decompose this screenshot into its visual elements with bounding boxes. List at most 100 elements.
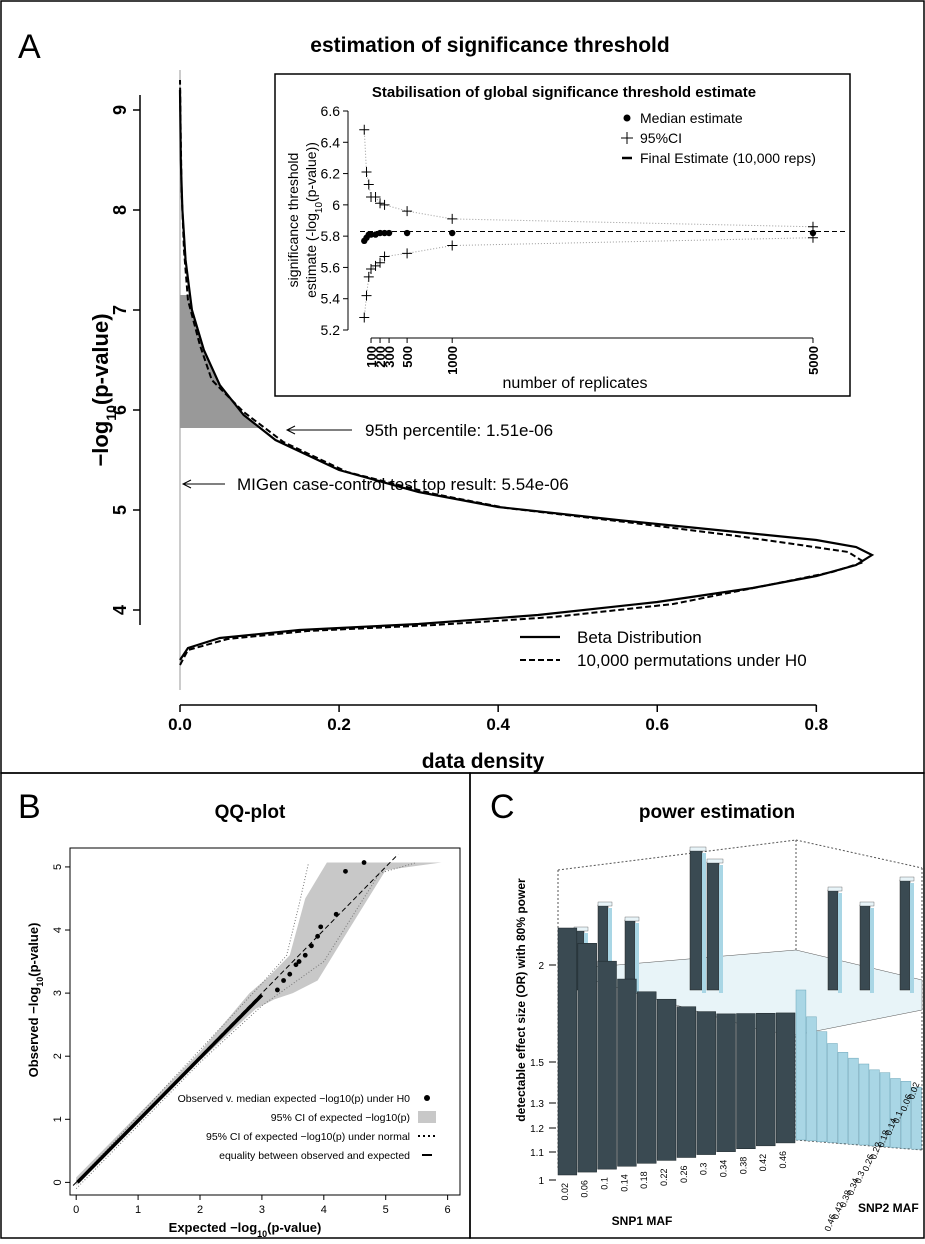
a-series-beta <box>178 89 875 661</box>
a-x-tick-label: 0.0 <box>168 715 192 734</box>
inset-ci-point <box>370 192 381 203</box>
b-y-tick-label: 5 <box>52 864 64 870</box>
a-annotation-2: MIGen case-control test top result: 5.54… <box>237 475 569 494</box>
panel-a-ylabel-tail: (p-value) <box>88 313 113 405</box>
b-y-tick-label: 0 <box>52 1179 64 1185</box>
c-peak-bar-side <box>870 908 874 993</box>
inset-x-tick-label: 200 <box>373 346 388 368</box>
inset-ci-point <box>375 257 386 268</box>
inset-border <box>274 73 851 397</box>
panel-b-ylabel-sub: 10 <box>35 977 45 987</box>
b-observed-point <box>309 943 314 949</box>
panel-b-ylabel-main: Observed −log <box>26 987 41 1078</box>
c-side-bar <box>879 1072 891 1147</box>
inset-ci-point <box>361 167 372 178</box>
panel-b-ylabel: Observed −log10(p-value) <box>26 923 45 1078</box>
b-legend-label-normal: 95% CI of expected −log10(p) under norma… <box>206 1131 410 1143</box>
c-z-tick-label: 1.2 <box>530 1124 544 1135</box>
panel-c-letter: C <box>490 788 515 826</box>
c-side-bar <box>869 1069 880 1147</box>
c-peak-bar-top <box>689 846 707 852</box>
c-x-tick-label: 0.02 <box>560 1183 570 1201</box>
c-side-bar <box>806 1016 817 1142</box>
c-x-tick-label: 0.1 <box>600 1177 610 1190</box>
a-annot-arrowhead-1 <box>285 425 296 435</box>
c-x-tick-label: 0.06 <box>580 1180 590 1198</box>
panel-c-title: power estimation <box>639 802 795 823</box>
c-peak-bar <box>859 904 871 991</box>
b-observed-point <box>281 978 286 983</box>
b-observed-point <box>315 933 321 939</box>
c-side-bar <box>911 1086 922 1150</box>
c-peak-bar-top <box>827 886 843 892</box>
inset-ci-point <box>402 248 413 259</box>
b-x-tick-label: 5 <box>383 1204 389 1216</box>
b-observed-dense <box>76 993 264 1184</box>
panel-b-letter: B <box>18 788 41 826</box>
c-front-bar <box>716 1013 736 1152</box>
b-observed-point <box>296 959 302 964</box>
c-z-tick-label: 1 <box>538 1176 544 1187</box>
inset-ci-point <box>379 251 390 262</box>
b-y-tick-label: 1 <box>52 1116 64 1122</box>
a-x-tick-label: 0.4 <box>486 715 510 734</box>
inset-median-point <box>376 229 384 237</box>
panel-b-title: QQ-plot <box>215 802 286 823</box>
c-x-tick-label: 0.34 <box>719 1160 729 1178</box>
inset-median-point <box>809 229 817 237</box>
c-y-tick-label: 0.26 <box>860 1153 875 1173</box>
inset-ci-point <box>363 179 374 190</box>
inset-ci-lower-line <box>363 237 813 318</box>
c-side-bar <box>837 1052 849 1144</box>
panel-b-xlabel: Expected −log10(p-value) <box>169 1220 322 1239</box>
c-x-tick-label: 0.26 <box>679 1166 689 1184</box>
panel-a-ylabel: −log10(p-value) <box>88 313 119 466</box>
c-front-bar <box>756 1012 776 1147</box>
c-y-tick-label: 0.1 <box>891 1110 905 1125</box>
a-y-tick-label: 8 <box>110 205 130 215</box>
c-front-bar <box>736 1013 756 1149</box>
b-normal-ci-lower <box>75 862 417 1190</box>
panel-b-border <box>0 772 471 1239</box>
c-front-bar <box>597 960 617 1170</box>
b-x-tick-label: 6 <box>445 1204 451 1216</box>
b-y-tick-label: 2 <box>52 1053 64 1059</box>
inset-y-tick-label: 6.4 <box>321 134 341 150</box>
inset-ylabel-line2: estimate (-log10(p-value)) <box>303 142 325 298</box>
c-front-bar <box>696 1011 716 1155</box>
b-x-tick-label: 1 <box>135 1204 141 1216</box>
b-x-tick-label: 3 <box>259 1204 265 1216</box>
panel-c-plot: 1 1.1 1.2 1.3 1.5 2 0.02 0.06 0.1 0.14 0.18 0.22 0.2… <box>530 839 923 1233</box>
inset-median-point <box>367 231 375 238</box>
inset-x-tick-label: 500 <box>400 346 415 368</box>
inset-x-tick-label: 1000 <box>445 346 460 375</box>
b-legend-label-observed: Observed v. median expected −log10(p) un… <box>178 1093 411 1105</box>
b-y-tick-label: 4 <box>52 927 64 933</box>
panel-a-ylabel-main: −log <box>88 421 113 467</box>
c-z-tick-label: 1.1 <box>530 1148 544 1159</box>
inset-y-tick-label: 6 <box>332 197 340 213</box>
panel-b-xlabel-main: Expected −log <box>169 1220 258 1235</box>
c-x-tick-label: 0.3 <box>699 1163 709 1176</box>
b-legend-swatch-ci <box>418 1111 436 1123</box>
c-x-tick-label: 0.38 <box>738 1157 748 1175</box>
c-peak-bar-side <box>719 865 723 993</box>
c-z-tick-label: 2 <box>538 961 544 972</box>
c-peak-bar <box>706 861 720 991</box>
panel-a-xlabel: data density <box>422 750 545 773</box>
inset-y-tick-label: 6.6 <box>321 103 341 119</box>
b-y-tick-label: 3 <box>52 990 64 996</box>
c-front-bar <box>676 1006 697 1158</box>
inset-ci-point <box>447 240 458 251</box>
a-x-tick-label: 0.2 <box>327 715 351 734</box>
inset-xlabel: number of replicates <box>503 375 648 392</box>
b-observed-point <box>318 924 324 930</box>
b-x-tick-label: 0 <box>73 1204 79 1216</box>
inset-ci-point <box>359 312 370 323</box>
c-front-bar <box>656 998 677 1161</box>
a-series-permutations <box>179 79 867 666</box>
inset-ci-point <box>361 290 372 301</box>
c-peak-bar-side <box>635 923 639 993</box>
inset-y-tick-label: 5.4 <box>321 291 341 307</box>
